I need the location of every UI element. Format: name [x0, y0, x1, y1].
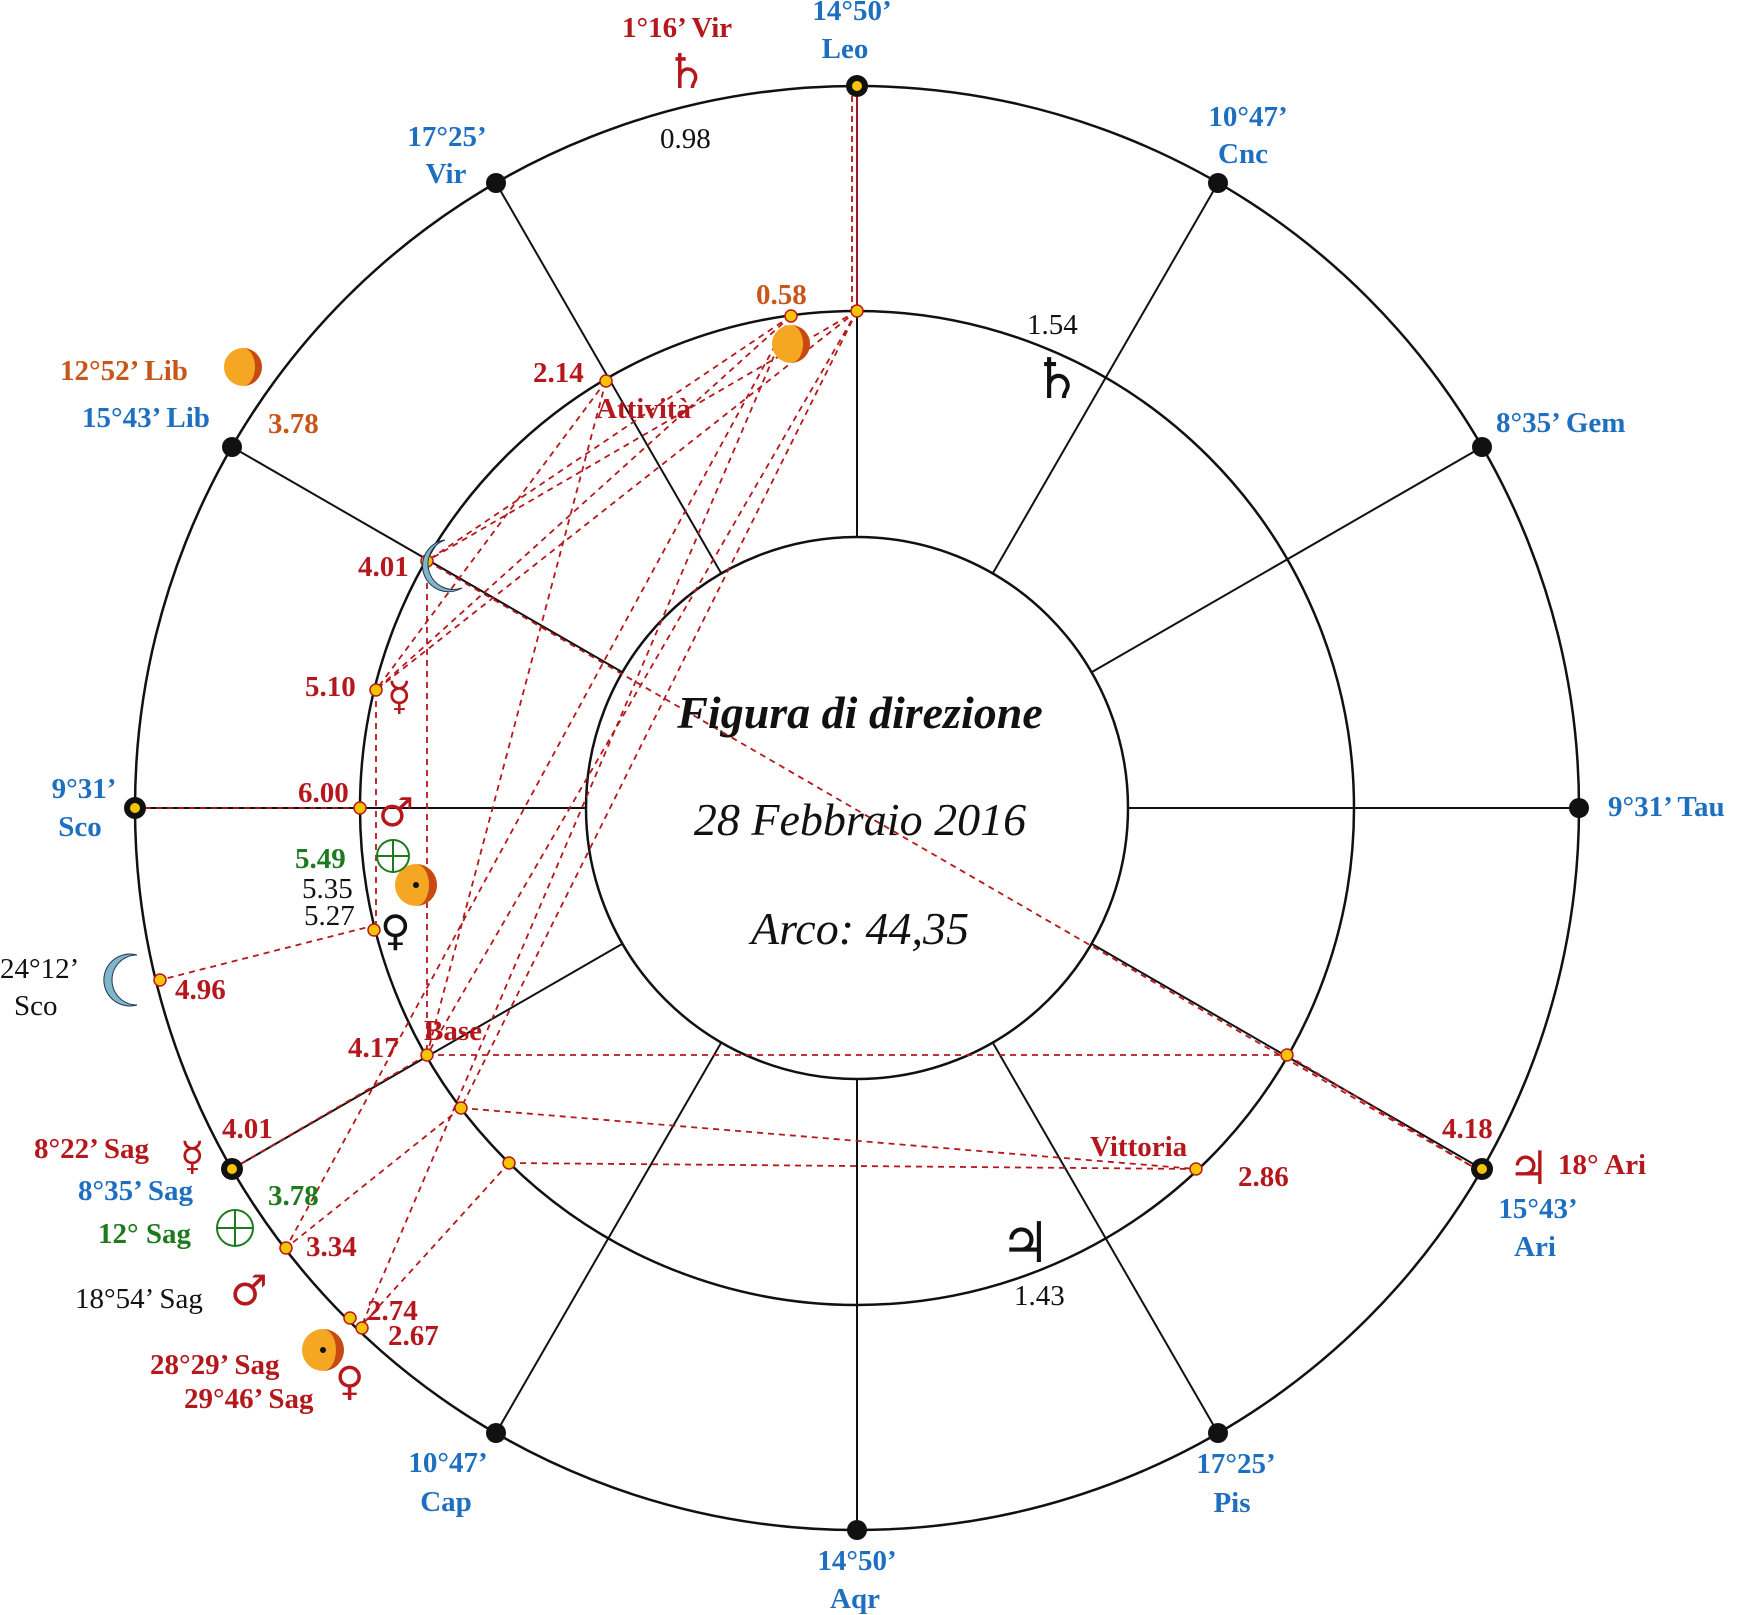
saturn-inner-icon: ♄: [1032, 347, 1082, 412]
tag-base: Base: [424, 1015, 482, 1047]
earth-sag-position: 12° Sag: [98, 1218, 191, 1250]
cusp-label-cnc-sign: Cnc: [1218, 138, 1268, 170]
cusp-label-aqr-deg: 14°50’: [817, 1545, 896, 1577]
sun-inner-icon: [772, 325, 810, 363]
venus-sag-position: 29°46’ Sag: [184, 1383, 314, 1415]
value-venus-mid: 5.27: [304, 900, 355, 932]
cusp-label-lib: 15°43’ Lib: [82, 402, 210, 434]
value-earth: 5.49: [295, 843, 346, 875]
mars-inner-icon: ♂: [378, 790, 414, 836]
value-attivita: 2.14: [533, 357, 584, 389]
value-earth-sag: 3.78: [268, 1180, 319, 1212]
cusp-label-sag: 8°35’ Sag: [78, 1175, 193, 1207]
cusp-label-cnc-deg: 10°47’: [1208, 101, 1287, 133]
sun-lib-position: 12°52’ Lib: [60, 355, 188, 387]
tag-attivita: Attività: [596, 393, 692, 425]
figure-arc: Arco: 44,35: [748, 903, 969, 954]
venus-sag-icon: ♀: [335, 1359, 364, 1405]
sun-sag-icon: [302, 1329, 344, 1371]
value-jupiter-inner: 1.43: [1014, 1280, 1065, 1312]
sun-sag-position: 28°29’ Sag: [150, 1349, 280, 1381]
moon-sco-icon: [103, 953, 138, 1007]
cusp-label-pis-deg: 17°25’: [1196, 1448, 1275, 1480]
sun-mid-icon: [395, 864, 437, 906]
cusp-label-cap-deg: 10°47’: [408, 1447, 487, 1479]
cusp-dots: [222, 173, 1589, 1540]
figure-date: 28 Febbraio 2016: [694, 794, 1026, 845]
moon-sco-position-deg: 24°12’: [0, 953, 79, 985]
cusp-label-cap-sign: Cap: [420, 1486, 472, 1518]
cusp-label-pis-sign: Pis: [1213, 1487, 1250, 1519]
saturn-outer-icon: ♄: [665, 44, 708, 100]
value-mercury: 5.10: [305, 671, 356, 703]
mercury-sag-position: 8°22’ Sag: [34, 1133, 149, 1165]
cusp-label-aqr-sign: Aqr: [830, 1583, 880, 1615]
value-mercury-sag: 4.01: [222, 1113, 273, 1145]
saturn-outer-position: 1°16’ Vir: [622, 12, 732, 44]
jupiter-ari-position: 18° Ari: [1558, 1149, 1646, 1181]
value-moon-sco: 4.96: [175, 974, 226, 1006]
jupiter-ari-icon: ♃: [1508, 1141, 1549, 1195]
cusp-label-ari-sign: Ari: [1514, 1231, 1556, 1263]
value-sun-mid: 5.35: [302, 873, 353, 905]
cusp-label-leo-sign: Leo: [822, 33, 869, 65]
sun-lib-icon: [224, 348, 262, 386]
cusp-label-gem: 8°35’ Gem: [1496, 407, 1625, 439]
cusp-label-ari-deg: 15°43’: [1498, 1193, 1577, 1225]
value-jupiter-ari: 4.18: [1442, 1113, 1493, 1145]
figure-title: Figura di direzione: [676, 687, 1043, 738]
value-base: 4.17: [348, 1032, 399, 1064]
earth-mid-icon: [376, 839, 410, 873]
value-vittoria: 2.86: [1238, 1161, 1289, 1193]
earth-sag-icon: [216, 1209, 254, 1247]
jupiter-inner-icon: ♃: [1000, 1211, 1050, 1276]
mercury-inner-icon: ☿: [387, 674, 412, 720]
value-venus-sag: 2.67: [388, 1320, 439, 1352]
cusp-label-sco-deg: 9°31’: [52, 773, 117, 805]
cusp-label-leo-deg: 14°50’: [812, 0, 891, 27]
value-saturn-outer: 0.98: [660, 123, 711, 155]
mercury-sag-icon: ☿: [180, 1134, 205, 1180]
value-saturn-inner: 1.54: [1027, 309, 1078, 341]
mars-sag-icon: ♂: [230, 1266, 268, 1315]
cusp-label-sco-sign: Sco: [58, 811, 102, 843]
venus-mid-icon: ♀: [380, 906, 411, 955]
cusp-label-vir-deg: 17°25’: [407, 121, 486, 153]
value-moon: 4.01: [358, 551, 409, 583]
value-sun-inner: 0.58: [756, 279, 807, 311]
cusp-label-vir-sign: Vir: [426, 158, 467, 190]
value-mars: 6.00: [298, 777, 349, 809]
value-mars-sag: 3.34: [306, 1231, 357, 1263]
mars-sag-position: 18°54’ Sag: [75, 1283, 203, 1315]
tag-vittoria: Vittoria: [1090, 1131, 1188, 1163]
point-markers: [153, 304, 1294, 1335]
value-sun-lib: 3.78: [268, 408, 319, 440]
moon-inner-icon: [422, 539, 463, 593]
value-sun-sag: 2.74: [367, 1295, 418, 1327]
cusp-dots-highlight: [124, 75, 1493, 1180]
cusp-label-tau: 9°31’ Tau: [1608, 791, 1725, 823]
moon-sco-position-sign: Sco: [14, 990, 58, 1022]
